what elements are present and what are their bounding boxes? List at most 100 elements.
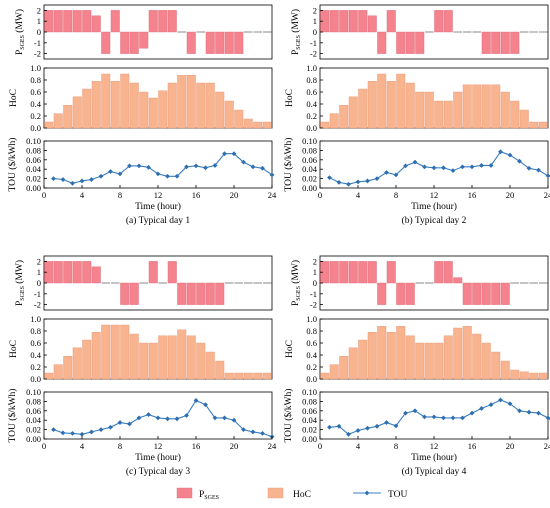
psges-bar	[348, 261, 358, 284]
hoc-bar	[120, 324, 130, 380]
tou-xtick-label: 8	[394, 441, 398, 451]
hoc-ytick-label: 0.2	[306, 362, 317, 372]
tou-xlabel: Time (hour)	[135, 201, 181, 212]
tou-point	[155, 415, 161, 421]
hoc-bar	[243, 118, 253, 129]
tou-point	[212, 415, 218, 421]
tou-xtick-label: 16	[468, 441, 477, 451]
tou-point	[450, 168, 456, 174]
psges-bar	[377, 31, 387, 54]
hoc-ytick-label: 0.2	[306, 111, 317, 121]
panel-caption: (c) Typical day 3	[126, 466, 191, 477]
hoc-bar	[44, 121, 54, 129]
tou-ytick-label: 0.04	[302, 415, 318, 425]
tou-point	[355, 179, 361, 185]
hoc-bar	[215, 360, 225, 380]
tou-point	[384, 170, 389, 175]
tou-point	[89, 177, 94, 182]
tou-point	[98, 427, 104, 432]
tou-ytick-label: 0.04	[302, 164, 318, 174]
hoc-bar	[481, 342, 491, 380]
hoc-bar	[529, 121, 539, 129]
hoc-bar	[148, 342, 158, 380]
hoc-bar	[177, 74, 187, 129]
tou-point	[117, 171, 123, 177]
tou-ylabel: TOU ($/kWh)	[7, 138, 18, 192]
tou-point	[517, 408, 522, 414]
tou-point	[98, 173, 104, 179]
tou-xtick-label: 8	[394, 190, 398, 200]
tou-point	[193, 398, 199, 403]
hoc-ytick-label: 0.4	[30, 99, 41, 109]
hoc-bar	[396, 326, 406, 380]
psges-bar	[120, 282, 130, 305]
hoc-ytick-label: 0.0	[306, 374, 317, 384]
hoc-bar	[110, 324, 120, 380]
tou-chart: 0.000.020.040.060.080.10 0 4 8 12 16 20 24 TOU (…	[7, 387, 277, 463]
tou-xtick-label: 0	[318, 441, 322, 451]
tou-ytick-label: 0.02	[302, 174, 317, 184]
tou-point	[203, 402, 208, 408]
tou-point	[241, 427, 246, 432]
hoc-bar	[167, 82, 177, 129]
hoc-bar	[510, 100, 520, 129]
tou-ytick-label: 0.02	[26, 174, 41, 184]
hoc-ytick-label: 0.0	[30, 123, 41, 133]
hoc-bar	[538, 121, 548, 129]
hoc-bar	[205, 351, 215, 380]
psges-bar	[358, 261, 368, 284]
tou-point	[450, 415, 456, 421]
hoc-bar	[491, 84, 501, 129]
tou-xtick-label: 16	[468, 190, 477, 200]
tou-ytick-label: 0.08	[26, 145, 41, 155]
tou-xtick-label: 8	[118, 441, 122, 451]
psges-bar	[63, 10, 73, 33]
psges-bar	[177, 282, 187, 305]
tou-point	[545, 173, 550, 179]
hoc-bar	[129, 333, 139, 380]
psges-ytick-label: -2	[34, 49, 41, 59]
tou-point	[460, 415, 465, 421]
tou-point	[346, 431, 351, 437]
legend-label-psges-main: P	[199, 490, 204, 500]
tou-point	[260, 165, 265, 171]
tou-point	[241, 159, 246, 165]
hoc-bar	[224, 372, 234, 380]
tou-series-line	[53, 153, 273, 184]
psges-bar	[158, 10, 168, 33]
tou-xtick-label: 12	[430, 190, 439, 200]
psges-ytick-label: 2	[313, 256, 317, 266]
tou-point	[460, 164, 465, 170]
tou-ytick-label: 0.10	[26, 387, 41, 397]
hoc-ylabel: HoC	[285, 89, 295, 107]
psges-ylabel: PSGES (MW)	[290, 260, 302, 306]
hoc-bar	[339, 356, 349, 380]
tou-xtick-label: 24	[268, 190, 277, 200]
psges-ylabel-unit: (MW)	[14, 260, 25, 286]
tou-point	[60, 177, 66, 182]
tou-point	[479, 163, 484, 168]
hoc-bar	[443, 100, 453, 129]
psges-ytick-label: 0	[313, 27, 317, 37]
hoc-bar	[243, 372, 253, 380]
hoc-bar	[320, 372, 330, 380]
tou-series-line	[329, 399, 550, 435]
hoc-bar	[148, 97, 158, 129]
psges-ytick-label: 1	[37, 267, 41, 277]
tou-ytick-label: 0.08	[302, 145, 317, 155]
hoc-bar	[53, 364, 63, 380]
hoc-bar	[377, 326, 387, 380]
psges-ylabel-sub: SGES	[20, 35, 26, 50]
tou-point	[374, 176, 380, 181]
hoc-bar	[386, 332, 396, 380]
psges-ytick-label: -2	[34, 300, 41, 310]
psges-bar	[215, 31, 225, 54]
tou-point	[536, 167, 541, 173]
psges-bar	[129, 31, 139, 54]
tou-point	[269, 172, 275, 178]
tou-point	[393, 423, 399, 429]
hoc-bar	[167, 335, 177, 380]
psges-bar	[139, 31, 149, 49]
